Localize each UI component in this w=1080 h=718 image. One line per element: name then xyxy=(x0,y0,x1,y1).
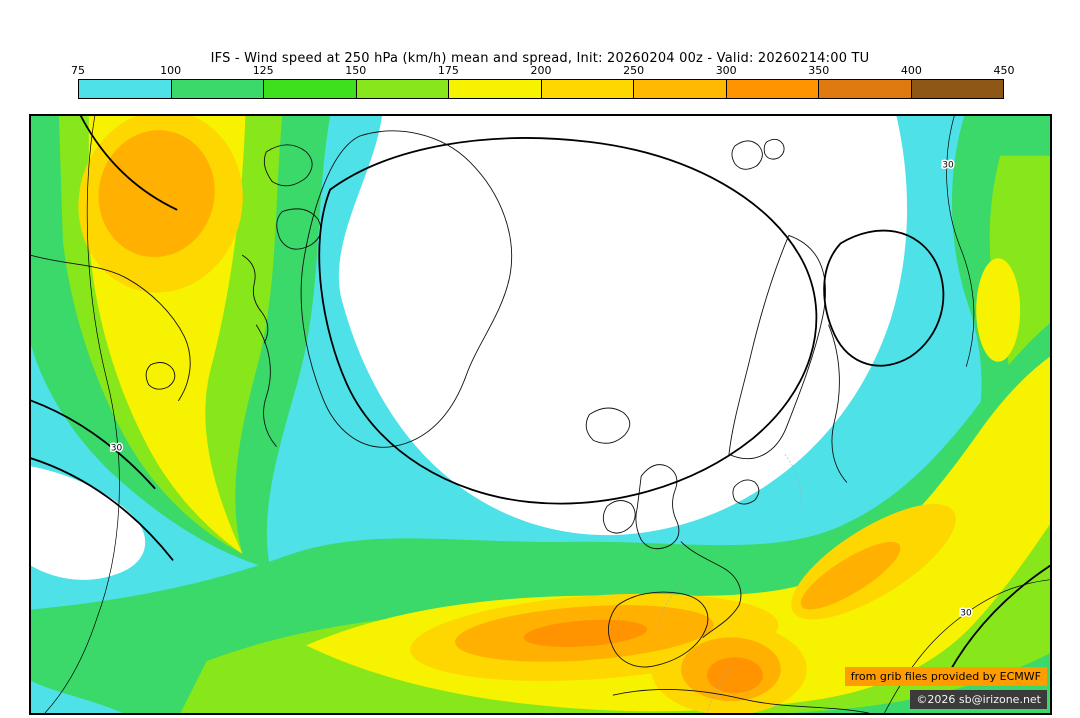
jet-south-deep-orange xyxy=(707,657,763,694)
jet-south-orange-ne xyxy=(800,541,901,610)
wind-field-layer xyxy=(31,116,1050,713)
colorbar-cell xyxy=(355,80,448,98)
colorbar-tick: 350 xyxy=(808,64,830,77)
uk-coastline xyxy=(635,464,680,550)
calm-region-center xyxy=(338,116,908,536)
labrador-coastline xyxy=(31,254,191,402)
colorbar-cell xyxy=(818,80,911,98)
iberia-coastline xyxy=(608,591,709,668)
arctic-island2-coastline xyxy=(276,208,322,250)
greenland-coastline xyxy=(300,130,513,448)
colorbar-tick: 200 xyxy=(530,64,552,77)
svalbard-coastline xyxy=(731,138,785,170)
colorbar-cell xyxy=(540,80,633,98)
page-title: IFS - Wind speed at 250 hPa (km/h) mean … xyxy=(210,51,870,66)
arctic-island-coastline xyxy=(263,144,313,187)
baffin-coastline xyxy=(241,254,277,447)
jet-south-deep-orange2 xyxy=(523,619,648,648)
mean-contours-layer xyxy=(31,116,1050,687)
cyan-corner-sw xyxy=(31,681,123,713)
colorbar-cell xyxy=(170,80,263,98)
contour-label: 30 xyxy=(111,443,123,453)
colorbar-tick: 250 xyxy=(623,64,645,77)
mean-contour-sw2 xyxy=(31,399,156,490)
colorbar-tick: 150 xyxy=(345,64,367,77)
colorbar-cell xyxy=(263,80,356,98)
colorbar-cells xyxy=(78,79,1004,99)
wind-speed-map: 30 30 30 xyxy=(31,116,1050,713)
spread-contour-east xyxy=(946,116,975,367)
colorbar-cell xyxy=(633,80,726,98)
spread-contour-labels: 30 30 30 xyxy=(109,159,973,620)
mean-contour-sw1 xyxy=(31,457,174,561)
africa-coastline xyxy=(612,688,869,713)
mean-contour-east-loop xyxy=(823,229,945,367)
calm-region-west xyxy=(31,466,146,580)
border-africa xyxy=(706,669,730,713)
colorbar-tick: 175 xyxy=(437,64,459,77)
colorbar-tick: 450 xyxy=(993,64,1015,77)
contour-label: 30 xyxy=(942,161,954,171)
denmark-coastline xyxy=(732,479,760,505)
colorbar-tick: 125 xyxy=(252,64,274,77)
border-baltic xyxy=(784,454,802,505)
mean-contour-nw xyxy=(79,116,178,211)
band-east-yellow xyxy=(976,258,1021,362)
iceland-coastline xyxy=(585,407,631,444)
colorbar-ticks: 75 100 125 150 175 200 250 300 350 400 450 xyxy=(71,64,1015,79)
borders-layer xyxy=(658,454,802,713)
colorbar-tick: 300 xyxy=(715,64,737,77)
colorbar-cell xyxy=(79,80,171,98)
colorbar-tick: 400 xyxy=(900,64,922,77)
map-canvas: 30 30 30 from grib files provided by ECM… xyxy=(29,114,1052,715)
lake-coastline xyxy=(145,362,176,390)
colorbar-tick: 100 xyxy=(160,64,182,77)
spread-contour-west xyxy=(44,116,120,713)
jet-northwest-orange xyxy=(98,130,215,258)
contour-label: 30 xyxy=(960,608,972,618)
mean-contour-central-loop xyxy=(318,137,818,505)
colorbar-cell xyxy=(725,80,818,98)
credit-ecmwf: from grib files provided by ECMWF xyxy=(844,666,1047,686)
ireland-coastline xyxy=(602,500,636,534)
france-coastline xyxy=(680,541,742,638)
border-pyrenees xyxy=(658,583,682,630)
baltic-coastline xyxy=(828,324,848,483)
colorbar-cell xyxy=(448,80,541,98)
colorbar-tick: 75 xyxy=(71,64,85,77)
credit-copyright: ©2026 sb@irizone.net xyxy=(910,689,1047,709)
colorbar-cell xyxy=(910,80,1003,98)
colorbar-legend: 75 100 125 150 175 200 250 300 350 400 450 xyxy=(71,64,1015,99)
